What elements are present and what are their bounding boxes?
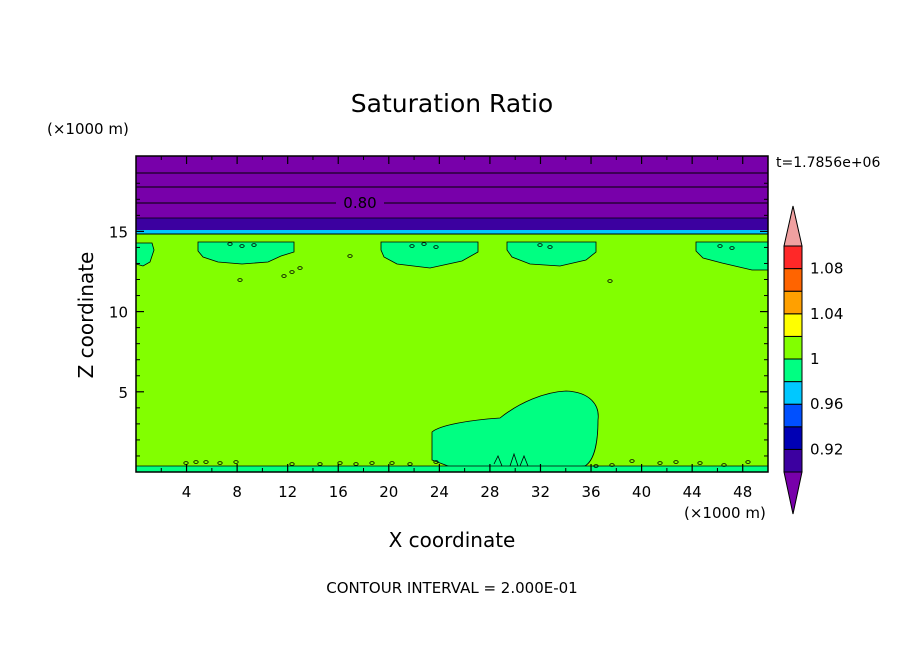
colorbar-arrow-min bbox=[783, 471, 803, 515]
x-unit-label: (×1000 m) bbox=[684, 504, 766, 522]
speck-17 bbox=[673, 460, 679, 464]
x-axis-label: X coordinate bbox=[389, 528, 516, 552]
colorbar-label-0: 0.92 bbox=[810, 440, 843, 458]
moist-patch-1 bbox=[197, 241, 295, 265]
speck-16 bbox=[657, 461, 663, 465]
surface-moist-layer bbox=[136, 466, 768, 472]
speck-1 bbox=[193, 460, 199, 464]
x-tick-label-5: 24 bbox=[430, 483, 449, 501]
plume-tendril-1 bbox=[509, 452, 519, 467]
speck-8 bbox=[353, 462, 359, 466]
colorbar-swatch-2 bbox=[783, 403, 803, 428]
x-tick-label-7: 32 bbox=[531, 483, 550, 501]
colorbar-swatch-6 bbox=[783, 313, 803, 337]
colorbar-arrow-max bbox=[783, 205, 803, 247]
plume-tendril-2 bbox=[519, 454, 529, 467]
speck-20 bbox=[745, 460, 751, 464]
contour-specks bbox=[183, 242, 751, 468]
isoline-label: 0.80 bbox=[343, 194, 376, 212]
moist-patch-3 bbox=[506, 241, 597, 267]
speck-11 bbox=[407, 462, 413, 466]
z-axis-ticks: 5 10 15 bbox=[109, 182, 768, 457]
x-tick-label-1: 8 bbox=[232, 483, 242, 501]
colorbar-label-4: 1.08 bbox=[810, 260, 843, 278]
colorbar-swatch-5 bbox=[783, 335, 803, 360]
x-axis-ticks: 4 8 12 16 20 24 28 32 36 40 44 48 bbox=[160, 156, 752, 501]
plume-tendril-0 bbox=[493, 455, 503, 467]
speck-21 bbox=[227, 242, 233, 246]
speck-19 bbox=[721, 463, 727, 467]
speck-33 bbox=[281, 274, 287, 278]
x-tick-label-9: 40 bbox=[632, 483, 651, 501]
speck-26 bbox=[433, 245, 439, 249]
speck-4 bbox=[233, 460, 239, 464]
speck-27 bbox=[537, 243, 543, 247]
colorbar-swatch-8 bbox=[783, 268, 803, 292]
chart-title: Saturation Ratio bbox=[351, 89, 553, 118]
y-axis-label: Z coordinate bbox=[74, 252, 98, 379]
colorbar-label-3: 1.04 bbox=[810, 305, 843, 323]
colorbar: 0.92 0.96 1 1.04 1.08 bbox=[783, 205, 843, 515]
colorbar-swatch-1 bbox=[783, 426, 803, 450]
speck-36 bbox=[237, 278, 243, 282]
speck-13 bbox=[593, 464, 599, 468]
z-tick-label-1: 10 bbox=[109, 304, 128, 322]
time-label: t=1.7856e+06 bbox=[776, 155, 880, 171]
speck-23 bbox=[251, 243, 257, 247]
moist-patch-2 bbox=[380, 241, 479, 269]
speck-35 bbox=[607, 279, 613, 283]
speck-7 bbox=[337, 461, 343, 465]
moist-bubble bbox=[431, 390, 599, 473]
colorbar-label-2: 1 bbox=[810, 350, 820, 368]
speck-34 bbox=[347, 254, 353, 258]
x-tick-label-0: 4 bbox=[182, 483, 192, 501]
speck-18 bbox=[697, 461, 703, 465]
contour-interval-note: CONTOUR INTERVAL = 2.000E-01 bbox=[326, 579, 577, 597]
x-tick-label-8: 36 bbox=[581, 483, 600, 501]
speck-30 bbox=[729, 246, 735, 250]
x-tick-label-11: 48 bbox=[733, 483, 752, 501]
speck-28 bbox=[547, 245, 553, 249]
speck-22 bbox=[239, 244, 245, 248]
z-tick-label-2: 15 bbox=[109, 223, 128, 241]
plot-frame bbox=[135, 155, 769, 473]
speck-3 bbox=[217, 461, 223, 465]
speck-10 bbox=[389, 461, 395, 465]
speck-15 bbox=[629, 459, 635, 463]
colorbar-swatch-4 bbox=[783, 358, 803, 383]
contour-field: 0.80 bbox=[135, 155, 769, 473]
speck-9 bbox=[369, 461, 375, 465]
speck-12 bbox=[433, 460, 439, 464]
speck-32 bbox=[289, 270, 295, 274]
x-tick-label-2: 12 bbox=[278, 483, 297, 501]
x-tick-label-3: 16 bbox=[329, 483, 348, 501]
thin-band bbox=[136, 230, 768, 234]
colorbar-label-1: 0.96 bbox=[810, 395, 843, 413]
speck-25 bbox=[421, 242, 427, 246]
x-tick-label-4: 20 bbox=[379, 483, 398, 501]
speck-14 bbox=[609, 463, 615, 467]
colorbar-swatch-0 bbox=[783, 448, 803, 473]
speck-29 bbox=[717, 244, 723, 248]
speck-5 bbox=[289, 462, 295, 466]
colorbar-swatch-9 bbox=[783, 245, 803, 270]
colorbar-swatch-7 bbox=[783, 290, 803, 315]
speck-6 bbox=[317, 462, 323, 466]
z-tick-label-0: 5 bbox=[118, 384, 128, 402]
speck-31 bbox=[297, 266, 303, 270]
transition-layer bbox=[136, 218, 768, 230]
x-tick-label-10: 44 bbox=[683, 483, 702, 501]
speck-2 bbox=[203, 460, 209, 464]
speck-24 bbox=[409, 244, 415, 248]
z-unit-label: (×1000 m) bbox=[47, 120, 129, 138]
colorbar-swatch-3 bbox=[783, 381, 803, 405]
x-tick-label-6: 28 bbox=[480, 483, 499, 501]
